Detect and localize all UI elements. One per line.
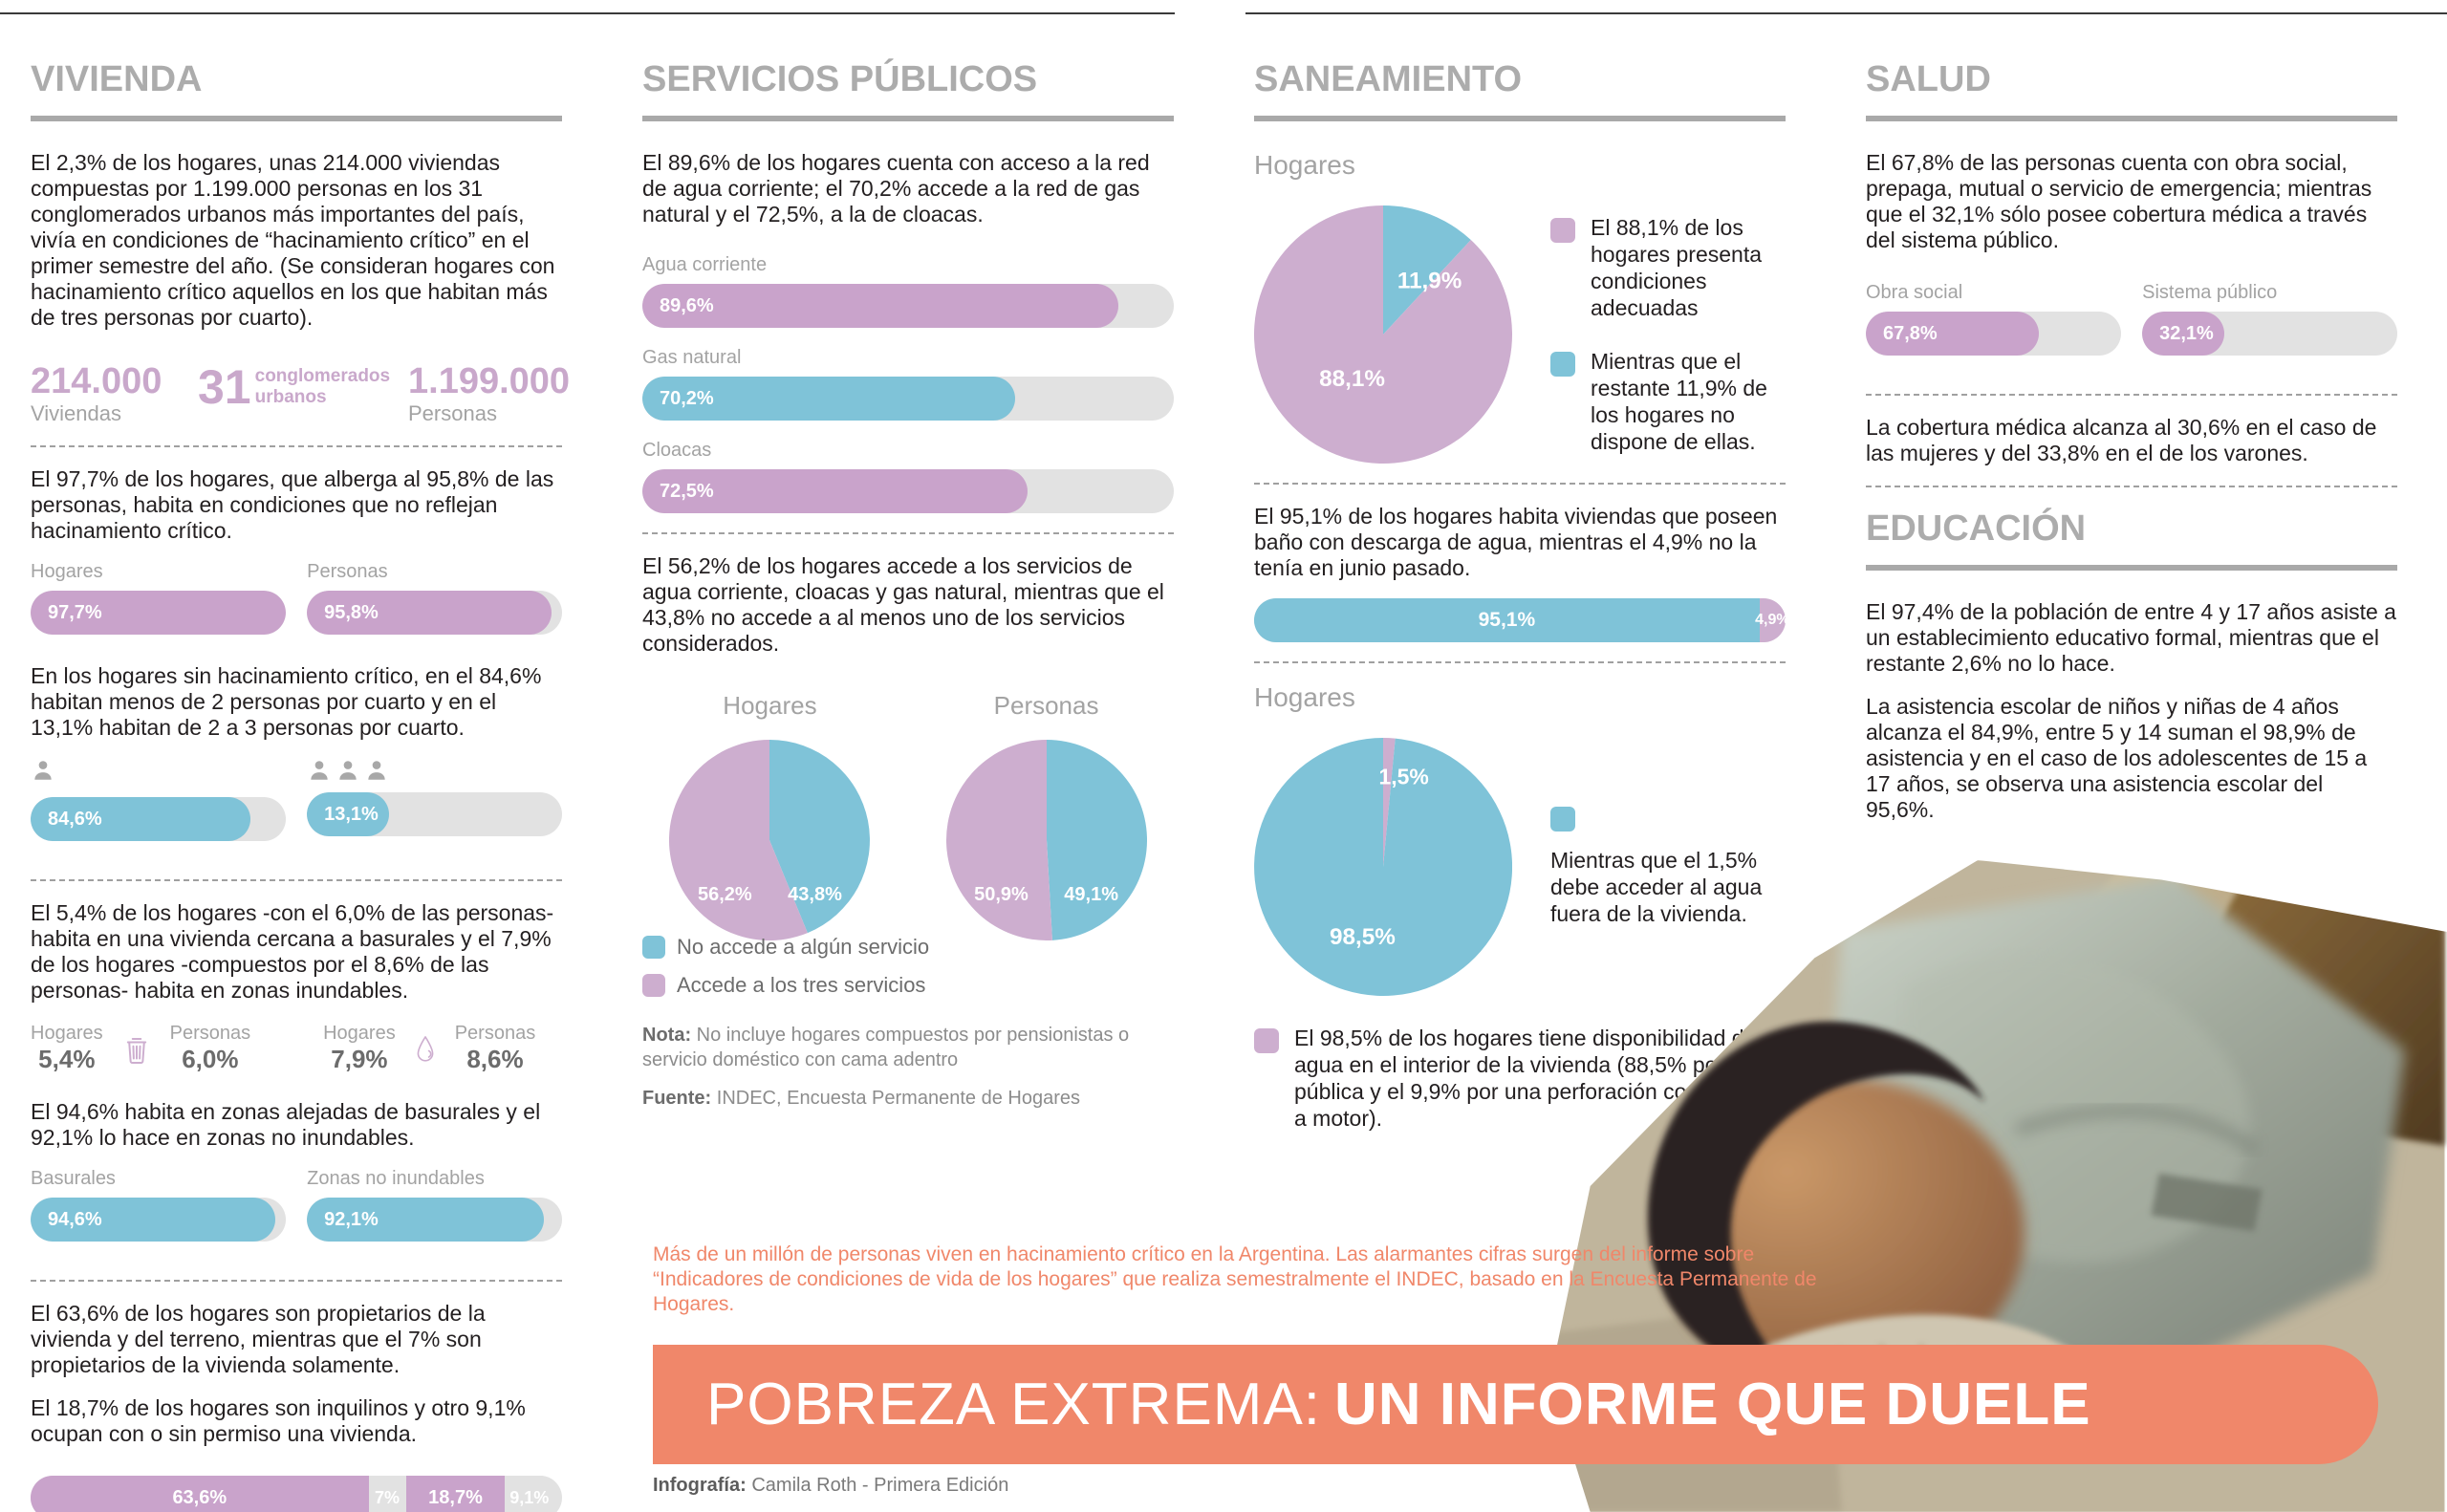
svg-text:1,5%: 1,5%	[1378, 765, 1428, 789]
svg-text:88,1%: 88,1%	[1319, 366, 1385, 392]
svg-text:11,9%: 11,9%	[1397, 268, 1462, 293]
svg-text:98,5%: 98,5%	[1330, 924, 1396, 950]
